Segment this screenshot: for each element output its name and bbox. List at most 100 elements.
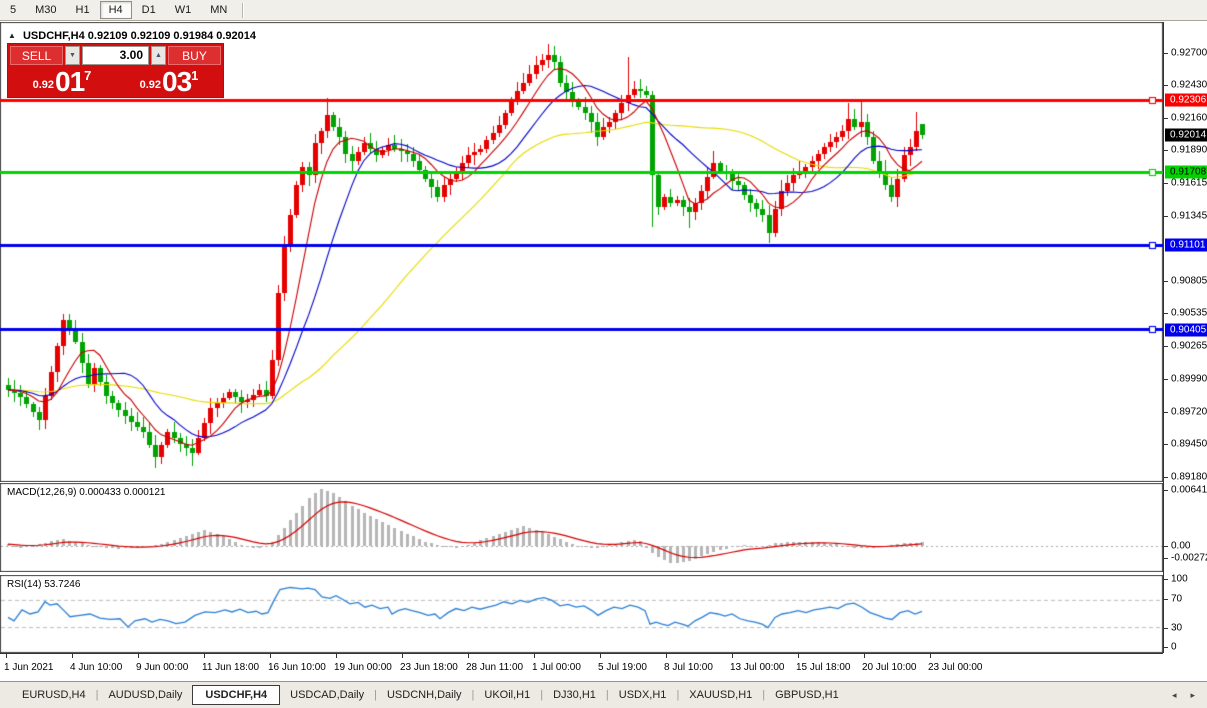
rsi-indicator-label: RSI(14) 53.7246 <box>7 579 80 590</box>
sell-price-base: 0.92 <box>32 79 55 91</box>
tab-scroll-right-icon[interactable]: ▸ <box>1190 689 1195 700</box>
timeframe-button-D1[interactable]: D1 <box>141 4 156 16</box>
trade-panel-collapse-icon[interactable]: ▲ <box>8 31 16 40</box>
tab-separator: | <box>374 689 377 701</box>
lot-increase-button[interactable]: ▲ <box>151 46 166 65</box>
tab-usdcad-daily[interactable]: USDCAD,Daily <box>290 689 365 701</box>
sell-price-display[interactable]: 0.92 01 7 <box>10 66 114 97</box>
tab-audusd-daily[interactable]: AUDUSD,Daily <box>108 689 183 701</box>
lot-size-input[interactable]: 3.00 <box>82 46 149 65</box>
axis-tick-mark <box>1164 346 1168 347</box>
axis-tick-mark <box>1164 444 1168 445</box>
tab-eurusd-h4[interactable]: EURUSD,H4 <box>22 689 86 701</box>
tab-dj30-h1[interactable]: DJ30,H1 <box>553 689 596 701</box>
tab-separator: | <box>605 689 609 701</box>
price-axis-label: 0.89720 <box>1171 406 1207 418</box>
price-axis-label: 0.91890 <box>1171 144 1207 156</box>
lot-decrease-button[interactable]: ▼ <box>65 46 80 65</box>
tab-scroll-left-icon[interactable]: ◂ <box>1171 689 1177 700</box>
axis-tick-mark <box>1164 490 1168 491</box>
rsi-panel-canvas[interactable] <box>0 575 1163 653</box>
tab-usdcnh-daily[interactable]: USDCNH,Daily <box>386 689 462 701</box>
tab-usdx-h1[interactable]: USDX,H1 <box>618 689 667 701</box>
time-axis-tick <box>72 654 73 658</box>
macd-values: 0.000433 0.000121 <box>79 487 166 498</box>
timeframe-button-MN[interactable]: MN <box>210 4 228 16</box>
price-axis[interactable]: 0.92700 0.92430 0.92160 0.91890 0.91615 0.913… <box>1163 22 1207 653</box>
axis-tick-mark <box>1164 53 1168 54</box>
axis-tick-mark <box>1164 546 1168 547</box>
timeframe-button-W1[interactable]: W1 <box>174 4 192 16</box>
macd-panel-canvas[interactable] <box>0 483 1163 572</box>
time-axis-tick <box>138 654 139 658</box>
axis-tick-mark <box>1164 183 1168 184</box>
axis-tick-mark <box>1164 647 1168 648</box>
price-axis-label: 0.92430 <box>1171 79 1207 91</box>
sell-price-big: 01 <box>55 66 85 97</box>
price-axis-label: 0.92160 <box>1171 112 1207 124</box>
price-axis-flag: 0.92014 <box>1165 128 1207 142</box>
timeframe-button-H1[interactable]: H1 <box>75 4 90 16</box>
time-axis-label: 5 Jul 19:00 <box>598 662 647 673</box>
price-axis-label: 0.89990 <box>1171 373 1207 385</box>
buy-price-display[interactable]: 0.92 03 1 <box>117 66 221 97</box>
buy-button[interactable]: BUY <box>168 46 221 65</box>
timeframe-button-H4[interactable]: H4 <box>99 1 132 19</box>
chevron-down-icon: ▼ <box>69 52 76 59</box>
timeframe-button-M30[interactable]: M30 <box>35 4 57 16</box>
time-axis-label: 20 Jul 10:00 <box>862 662 917 673</box>
time-axis-label: 23 Jun 18:00 <box>400 662 458 673</box>
price-axis-flag: 0.91101 <box>1165 238 1207 252</box>
price-chart-canvas[interactable] <box>0 22 1163 482</box>
time-axis-label: 1 Jul 00:00 <box>532 662 581 673</box>
price-axis-flag: 0.92306 <box>1165 93 1207 107</box>
price-axis-label: 100 <box>1171 573 1188 585</box>
axis-tick-mark <box>1164 599 1168 600</box>
time-axis-tick <box>798 654 799 658</box>
price-axis-label: 70 <box>1171 593 1183 605</box>
axis-tick-mark <box>1164 628 1168 629</box>
rsi-name: RSI(14) <box>7 579 42 590</box>
price-axis-label: -0.002726 <box>1171 552 1207 564</box>
time-axis-tick <box>204 654 205 658</box>
price-axis-label: 0.91345 <box>1171 210 1207 222</box>
macd-indicator-label: MACD(12,26,9) 0.000433 0.000121 <box>7 487 165 498</box>
chart-title: ▲ USDCHF,H4 0.92109 0.92109 0.91984 0.92… <box>8 30 256 42</box>
axis-tick-mark <box>1164 558 1168 559</box>
buy-price-big: 03 <box>162 66 192 97</box>
axis-tick-mark <box>1164 150 1168 151</box>
tab-ukoil-h1[interactable]: UKOil,H1 <box>484 689 531 701</box>
price-axis-label: 30 <box>1171 622 1183 634</box>
price-axis-flag: 0.90405 <box>1165 323 1207 337</box>
time-axis-label: 4 Jun 10:00 <box>70 662 123 673</box>
axis-tick-mark <box>1164 118 1168 119</box>
tab-usdchf-h4[interactable]: USDCHF,H4 <box>192 685 281 705</box>
axis-tick-mark <box>1164 412 1168 413</box>
axis-tick-mark <box>1164 579 1168 580</box>
time-axis-tick <box>732 654 733 658</box>
tab-xauusd-h1[interactable]: XAUUSD,H1 <box>689 689 753 701</box>
tab-separator: | <box>676 689 680 701</box>
time-axis-tick <box>600 654 601 658</box>
time-axis-label: 15 Jul 18:00 <box>796 662 851 673</box>
time-axis-tick <box>534 654 535 658</box>
tab-scroll-controls: ◂ ▸ <box>1172 690 1207 701</box>
price-axis-label: 0.90265 <box>1171 340 1207 352</box>
time-axis-label: 11 Jun 18:00 <box>202 662 260 673</box>
time-axis-tick <box>6 654 7 658</box>
chart-tab-bar: EURUSD,H4 | AUDUSD,Daily USDCHF,H4 USDCAD,Da… <box>0 681 1207 708</box>
time-axis[interactable]: 1 Jun 2021 4 Jun 10:00 9 Jun 00:00 11 Jun 1… <box>0 653 1163 681</box>
price-axis-label: 0.90805 <box>1171 275 1207 287</box>
price-axis-label: 0.92700 <box>1171 47 1207 59</box>
axis-tick-mark <box>1164 281 1168 282</box>
price-axis-label: 0.91615 <box>1171 177 1207 189</box>
price-axis-label: 0 <box>1171 641 1177 653</box>
timeframe-button-5[interactable]: 5 <box>10 4 17 16</box>
chevron-up-icon: ▲ <box>155 52 162 59</box>
sell-button[interactable]: SELL <box>10 46 63 65</box>
tab-gbpusd-h1[interactable]: GBPUSD,H1 <box>775 689 839 701</box>
time-axis-tick <box>468 654 469 658</box>
time-axis-label: 13 Jul 00:00 <box>730 662 785 673</box>
time-axis-label: 19 Jun 00:00 <box>334 662 392 673</box>
